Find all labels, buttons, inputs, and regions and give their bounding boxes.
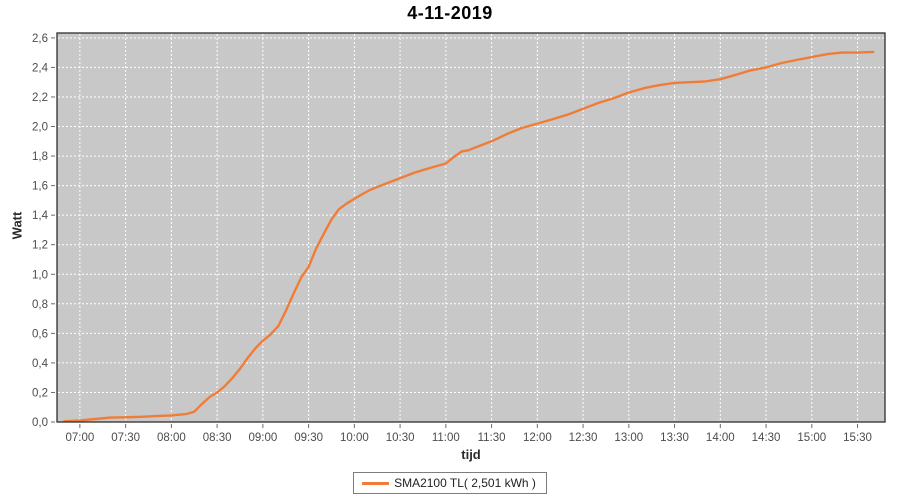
x-tick-label: 14:30 — [752, 432, 781, 444]
x-tick-label: 09:00 — [248, 432, 277, 444]
x-tick-label: 08:00 — [157, 432, 186, 444]
y-tick-label: 1,8 — [32, 151, 48, 163]
y-tick-label: 2,4 — [32, 62, 49, 74]
y-tick-label: 2,2 — [32, 92, 48, 104]
x-tick-label: 10:00 — [340, 432, 369, 444]
plot-background — [57, 33, 885, 422]
y-tick-label: 1,4 — [32, 210, 49, 222]
x-tick-label: 11:30 — [478, 432, 506, 444]
y-tick-label: 2,0 — [32, 122, 48, 134]
y-tick-label: 2,6 — [32, 33, 48, 45]
x-tick-label: 07:00 — [65, 432, 94, 444]
legend-box: SMA2100 TL( 2,501 kWh ) — [353, 472, 547, 494]
plot-area: 07:00 07:30 08:00 08:30 09:00 09:30 10:00 10:30… — [32, 32, 886, 444]
y-tick-label: 0,8 — [32, 299, 48, 311]
plot-border — [56, 32, 886, 423]
x-tick-label: 12:30 — [569, 432, 598, 444]
x-tick-label: 07:30 — [111, 432, 140, 444]
series-line — [63, 50, 875, 423]
x-tick-label: 08:30 — [203, 432, 232, 444]
x-tick-label: 15:30 — [843, 432, 872, 444]
y-tick-label: 1,6 — [32, 181, 48, 193]
x-axis-title: tijd — [461, 447, 481, 462]
legend-line-swatch — [362, 481, 390, 485]
y-tick-label: 0,2 — [32, 387, 48, 399]
legend: SMA2100 TL( 2,501 kWh ) — [0, 472, 900, 494]
x-tick-label: 09:30 — [294, 432, 323, 444]
y-axis-title: Watt — [9, 211, 25, 240]
x-tick-label: 13:30 — [660, 432, 689, 444]
x-tick-label: 15:00 — [797, 432, 826, 444]
x-tick-label: 10:30 — [386, 432, 415, 444]
y-tick-label: 0,6 — [32, 328, 48, 340]
x-tick-label: 12:00 — [523, 432, 552, 444]
chart-title: 4-11-2019 — [407, 3, 493, 23]
y-tick-label: 1,2 — [32, 240, 48, 252]
y-tick-label: 1,0 — [32, 269, 48, 281]
x-tick-label: 13:00 — [614, 432, 643, 444]
y-tick-label: 0,4 — [32, 358, 49, 370]
legend-label: SMA2100 TL( 2,501 kWh ) — [394, 476, 536, 490]
y-tick-label: 0,0 — [32, 417, 48, 429]
x-tick-label: 14:00 — [706, 432, 735, 444]
x-tick-label: 11:00 — [432, 432, 460, 444]
